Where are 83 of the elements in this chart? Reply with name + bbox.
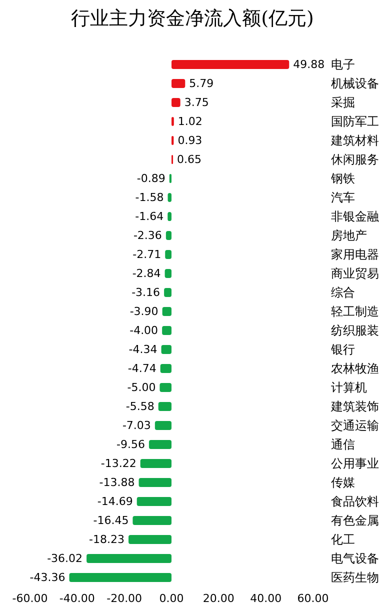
data-label: 0.65 [177, 153, 202, 166]
y-tick-label: 银行 [330, 342, 355, 356]
bar [140, 459, 172, 468]
bar [148, 440, 172, 449]
y-tick-label: 建筑装饰 [330, 400, 379, 414]
y-tick-label: 计算机 [331, 380, 367, 394]
data-label: -9.56 [116, 438, 145, 451]
y-tick-label: 电气设备 [331, 552, 379, 566]
y-tick-label: 房地产 [331, 228, 367, 242]
data-label: -14.69 [97, 495, 133, 508]
data-label: -18.23 [89, 533, 125, 546]
x-tick-label: 40.00 [250, 592, 282, 605]
y-tick-label: 休闲服务 [331, 152, 379, 166]
data-label: 49.88 [293, 58, 325, 71]
bar [154, 421, 172, 430]
data-label: 3.75 [184, 96, 209, 109]
data-label: -3.90 [130, 305, 158, 318]
data-label: -1.58 [135, 191, 164, 204]
bar [172, 98, 180, 107]
x-tick-label: -40.00 [59, 592, 95, 605]
bar [69, 573, 172, 582]
data-label: -16.45 [93, 514, 129, 527]
data-label: -2.84 [132, 267, 161, 280]
data-label: -1.64 [135, 210, 164, 223]
y-tick-label: 机械设备 [331, 76, 379, 90]
y-tick-label: 非银金融 [331, 210, 379, 224]
bar [158, 402, 172, 411]
bar [136, 497, 172, 506]
y-tick-label: 通信 [331, 438, 355, 452]
data-label: 0.93 [178, 134, 202, 147]
y-tick-label: 商业贸易 [331, 266, 379, 280]
data-label: -4.00 [130, 324, 158, 337]
y-tick-label: 汽车 [331, 190, 355, 204]
y-tick-label: 电子 [331, 58, 355, 72]
data-label: -4.74 [128, 362, 156, 375]
data-label: -13.22 [100, 457, 136, 470]
y-tick-label: 化工 [331, 532, 355, 546]
data-label: -43.36 [30, 571, 66, 584]
y-tick-label: 有色金属 [331, 514, 379, 528]
bar [128, 535, 172, 544]
y-tick-label: 食品饮料 [331, 494, 379, 508]
data-label: 1.02 [178, 115, 202, 128]
y-tick-label: 公用事业 [331, 456, 379, 470]
bar [162, 307, 172, 316]
x-tick-label: 0.00 [159, 592, 184, 605]
x-tick-label: 60.00 [297, 592, 329, 605]
y-tick-label: 综合 [331, 286, 355, 300]
x-tick-label: 20.00 [202, 592, 234, 605]
data-label: -5.00 [127, 381, 156, 394]
data-label: -2.71 [132, 248, 162, 261]
y-tick-label: 家用电器 [331, 248, 379, 262]
y-tick-label: 医药生物 [331, 570, 379, 584]
data-label: -4.34 [128, 343, 158, 356]
bar [172, 60, 290, 69]
data-label: -3.16 [132, 286, 160, 299]
data-label: -13.88 [99, 476, 135, 489]
data-label: -36.02 [47, 552, 83, 565]
data-label: -2.36 [133, 229, 162, 242]
x-tick-label: -60.00 [12, 592, 48, 605]
bar [160, 383, 172, 392]
chart-title: 行业主力资金净流入额(亿元) [71, 8, 314, 30]
y-tick-label: 国防军工 [331, 114, 379, 128]
data-label: -5.58 [126, 400, 154, 413]
data-label: -7.03 [122, 419, 151, 432]
bar [162, 326, 172, 335]
bar [132, 516, 172, 525]
bar [86, 554, 172, 563]
data-label: 5.79 [189, 77, 214, 90]
y-tick-label: 建筑材料 [330, 134, 379, 148]
y-tick-label: 纺织服装 [331, 324, 379, 338]
data-label: -0.89 [136, 172, 166, 185]
bar [160, 364, 172, 373]
y-tick-label: 传媒 [331, 476, 355, 490]
bar [164, 288, 172, 297]
bar [161, 345, 172, 354]
y-tick-label: 采掘 [331, 96, 355, 110]
y-tick-label: 轻工制造 [331, 304, 379, 318]
bar [172, 79, 186, 88]
y-tick-label: 交通运输 [331, 418, 379, 432]
y-tick-label: 钢铁 [330, 172, 355, 186]
bar [138, 478, 172, 487]
x-tick-label: -20.00 [106, 592, 142, 605]
y-tick-label: 农林牧渔 [331, 362, 379, 376]
